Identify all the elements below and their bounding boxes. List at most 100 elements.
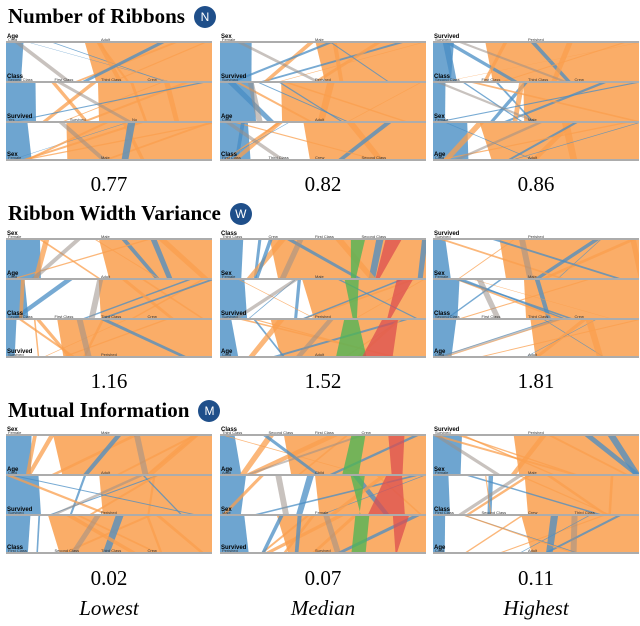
ribbon (285, 83, 407, 121)
category-label: Male (528, 117, 537, 122)
category-label: Crew (148, 77, 157, 82)
ribbon (77, 516, 158, 552)
ribbon (95, 240, 159, 278)
score-value: 0.11 (518, 566, 554, 590)
category-label: Yes (8, 117, 15, 122)
axis-label: Survived (434, 231, 460, 237)
ribbon (519, 476, 610, 514)
ribbon (630, 240, 639, 278)
ribbon-survived (433, 83, 446, 121)
category-label: Male (222, 510, 231, 515)
category-label: Survived (8, 510, 24, 515)
ribbon-overlap (570, 516, 578, 552)
ribbon (227, 83, 274, 121)
axis-label: Sex (7, 427, 18, 433)
ribbon (296, 476, 314, 514)
category-label: Male (528, 470, 537, 475)
ribbon-overlap (323, 516, 341, 552)
category-label: Crew (315, 155, 324, 160)
ribbon (467, 476, 601, 514)
ribbon-overlap (52, 476, 143, 514)
category-label: Child (435, 352, 444, 357)
ribbon (64, 320, 167, 356)
category-label: Second Class (362, 234, 387, 239)
ribbon (248, 320, 285, 356)
ribbon-overlap (76, 320, 92, 356)
ribbon (112, 43, 206, 81)
axis-label: Age (221, 467, 233, 473)
ribbon (263, 43, 314, 81)
ribbon-survived (220, 320, 239, 356)
score-value: 1.52 (304, 369, 342, 393)
category-label: Second Class (482, 510, 507, 515)
category-label: First Class (8, 548, 27, 553)
ribbon (483, 43, 508, 81)
ribbon (535, 240, 600, 278)
ribbon-overlap (519, 240, 534, 278)
parallel-sets-panel: Sex Female Male Survived Survived Perished Age… (220, 33, 426, 163)
score-value: 1.81 (517, 369, 555, 393)
ribbon (25, 436, 37, 474)
ribbon (248, 280, 296, 318)
section-title-text: Number of Ribbons (8, 4, 185, 28)
ribbon (25, 123, 212, 159)
category-label: Perished (315, 77, 331, 82)
ribbon-perished (524, 476, 639, 514)
ribbon-overlap (14, 43, 71, 81)
axis-label: Sex (434, 114, 445, 120)
ribbon (36, 516, 41, 552)
ribbon (458, 240, 515, 278)
category-label: Adult (315, 352, 325, 357)
category-label: Survived (435, 234, 451, 239)
ribbon (122, 280, 174, 318)
score-value: 0.02 (90, 566, 128, 590)
ribbon (246, 240, 286, 278)
ribbon-red (388, 436, 405, 474)
ribbon (348, 83, 421, 121)
axis-label: Class (221, 427, 238, 433)
ribbon-perished (66, 123, 212, 159)
ribbon-survived (433, 240, 451, 278)
axis-label: Age (434, 152, 446, 158)
parallel-sets-panel: Age Child Adult Class Second Class First Clas… (6, 33, 212, 163)
ribbon (294, 280, 301, 318)
category-label: Second Class (8, 314, 33, 319)
ribbon (338, 123, 392, 159)
ribbon (101, 320, 186, 356)
axis-label: Class (221, 152, 238, 158)
ribbon (142, 280, 204, 318)
category-label: Crew (148, 548, 157, 553)
category-label: Child (222, 352, 231, 357)
ribbon-overlap (88, 280, 104, 318)
ribbon (608, 476, 614, 514)
axis-label: Survived (7, 114, 33, 120)
ribbon (232, 43, 333, 81)
ribbon (298, 436, 348, 474)
ribbon (263, 436, 320, 474)
category-label: Perished (315, 314, 331, 319)
category-label: First Class (482, 77, 501, 82)
axis-label: Survived (7, 507, 33, 513)
category-label: Second Class (362, 155, 387, 160)
ribbon-survived (6, 320, 17, 356)
ribbon (465, 516, 523, 552)
axis-label: Sex (7, 152, 18, 158)
footer-label-highest: Highest (503, 596, 569, 620)
ribbon-survived (433, 320, 457, 356)
ribbon-perished (99, 240, 212, 278)
axis-label: Age (7, 467, 19, 473)
category-label: Adult (528, 352, 538, 357)
category-label: Third Class (528, 314, 548, 319)
ribbon-survived (6, 43, 24, 81)
category-label: Survived (435, 430, 451, 435)
axis-label: Survived (221, 545, 247, 551)
category-label: Survived (70, 117, 86, 122)
ribbon (446, 320, 562, 356)
axis-label: Class (7, 311, 24, 317)
parallel-sets-panel: Class Third Class Crew First Class Second Cl… (220, 230, 426, 360)
ribbon-survived (433, 280, 460, 318)
ribbon (330, 43, 389, 81)
ribbon-perished (513, 436, 639, 474)
ribbon-overlap (233, 280, 299, 318)
ribbon-survived (220, 43, 252, 81)
